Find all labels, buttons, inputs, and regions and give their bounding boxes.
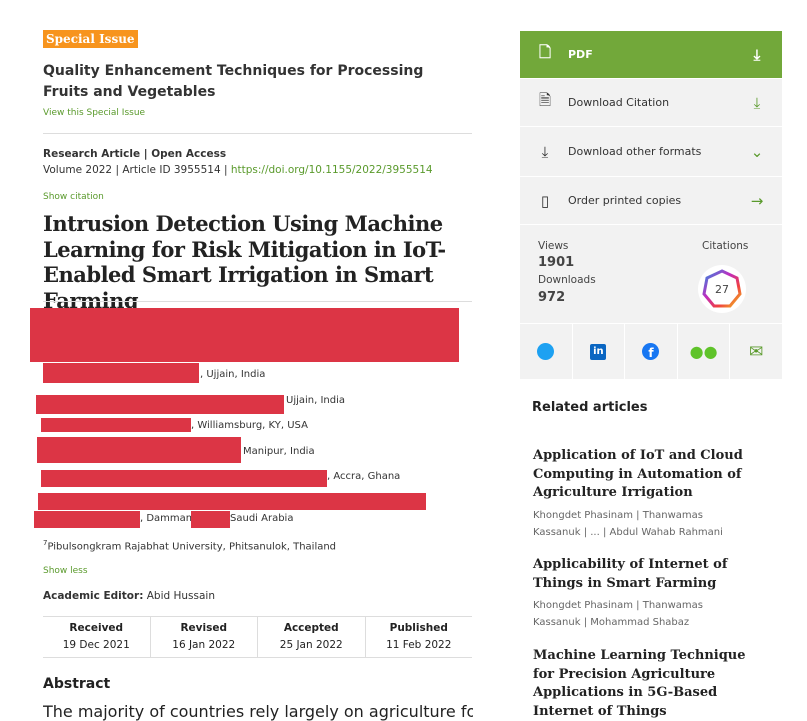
affiliation: Pibulsongkram Rajabhat University, Phits… xyxy=(47,541,337,553)
mail-icon: ✉ xyxy=(749,341,764,362)
redaction xyxy=(43,363,199,383)
arrow-right-icon: → xyxy=(750,191,764,210)
redaction xyxy=(41,418,191,432)
editor-label: Academic Editor: xyxy=(43,590,144,602)
downloads-label: Downloads xyxy=(538,274,596,286)
special-issue-badge: Special Issue xyxy=(43,30,138,48)
pdf-file-icon: 🗋 xyxy=(538,43,552,61)
order-printed-button[interactable]: ▯ Order printed copies → xyxy=(520,177,782,225)
affiliation: , Accra, Ghana xyxy=(327,471,401,482)
redaction xyxy=(38,493,426,510)
show-citation-link[interactable]: Show citation xyxy=(43,192,104,202)
redaction xyxy=(36,395,284,414)
related-article[interactable]: Application of IoT and Cloud Computing i… xyxy=(533,448,743,538)
redaction xyxy=(191,511,230,528)
show-less-link[interactable]: Show less xyxy=(43,566,88,576)
twitter-share-button[interactable] xyxy=(520,324,572,379)
download-formats-button[interactable]: ⤓ Download other formats ⌄ xyxy=(520,127,782,177)
facebook-share-button[interactable]: f xyxy=(624,324,677,379)
affiliation: , Dammam xyxy=(140,513,196,524)
redaction xyxy=(37,437,241,463)
download-icon: ⤓ xyxy=(541,142,549,161)
book-icon: ▯ xyxy=(540,191,550,210)
doi-link[interactable]: https://doi.org/10.1155/2022/3955514 xyxy=(230,164,433,176)
date-accepted: Accepted 25 Jan 2022 xyxy=(257,617,365,657)
downloads-count: 972 xyxy=(538,290,566,305)
download-citation-button[interactable]: 🗎 Download Citation ⤓ xyxy=(520,79,782,127)
affiliation: , Ujjain, India xyxy=(200,369,266,380)
article-stats: Views 1901 Downloads 972 Citations 27 xyxy=(520,225,782,323)
twitter-icon xyxy=(537,343,555,360)
related-article[interactable]: Machine Learning Technique for Precision… xyxy=(533,648,746,719)
email-share-button[interactable]: ✉ xyxy=(729,324,782,379)
divider xyxy=(43,133,472,134)
article-type: Research Article | Open Access xyxy=(43,148,227,160)
related-article[interactable]: Applicability of Internet of Things in S… xyxy=(533,557,728,628)
citations-label: Citations xyxy=(702,240,749,252)
divider xyxy=(43,301,472,302)
date-revised: Revised 16 Jan 2022 xyxy=(149,617,258,657)
redaction xyxy=(41,470,327,487)
share-bar: in f ●● ✉ xyxy=(520,323,782,379)
redaction xyxy=(34,511,140,528)
abstract-heading: Abstract xyxy=(43,676,111,692)
wechat-share-button[interactable]: ●● xyxy=(676,324,730,379)
facebook-icon: f xyxy=(642,343,660,360)
document-icon: 🗎 xyxy=(538,91,552,109)
article-volume: Volume 2022 | Article ID 3955514 | xyxy=(43,164,231,176)
pdf-button[interactable]: 🗋 PDF ⤓ xyxy=(520,31,782,79)
affiliation: Manipur, India xyxy=(243,446,315,457)
wechat-icon: ●● xyxy=(689,342,718,361)
affiliation-number: 7 xyxy=(43,539,48,547)
linkedin-icon: in xyxy=(590,343,607,360)
redacted-authors xyxy=(30,308,459,362)
article-title: Intrusion Detection Using Machine Learni… xyxy=(43,211,446,313)
related-heading: Related articles xyxy=(532,400,648,415)
article-actions: 🗋 PDF ⤓ 🗎 Download Citation ⤓ ⤓ Download othe… xyxy=(520,31,782,379)
views-count: 1901 xyxy=(538,255,575,270)
publication-dates: Received 19 Dec 2021 Revised 16 Jan 2022 A… xyxy=(43,616,472,658)
linkedin-share-button[interactable]: in xyxy=(571,324,625,379)
date-published: Published 11 Feb 2022 xyxy=(364,617,473,657)
affiliation: Saudi Arabia xyxy=(230,513,294,524)
citations-count: 27 xyxy=(715,282,729,296)
special-issue-title[interactable]: Quality Enhancement Techniques for Proce… xyxy=(43,63,424,100)
dimensions-badge[interactable]: 27 xyxy=(698,265,746,313)
chevron-down-icon: ⌄ xyxy=(750,142,764,161)
view-special-issue-link[interactable]: View this Special Issue xyxy=(43,108,146,118)
abstract-text: The majority of countries rely largely o… xyxy=(43,702,473,721)
affiliation: , Williamsburg, KY, USA xyxy=(191,420,308,431)
views-label: Views xyxy=(538,240,569,252)
editor-name: Abid Hussain xyxy=(143,590,216,602)
affiliation: Ujjain, India xyxy=(286,395,346,406)
download-icon: ⤓ xyxy=(753,93,761,112)
date-received: Received 19 Dec 2021 xyxy=(62,622,130,651)
dimensions-icon xyxy=(702,269,742,308)
download-icon: ⤓ xyxy=(753,45,761,64)
